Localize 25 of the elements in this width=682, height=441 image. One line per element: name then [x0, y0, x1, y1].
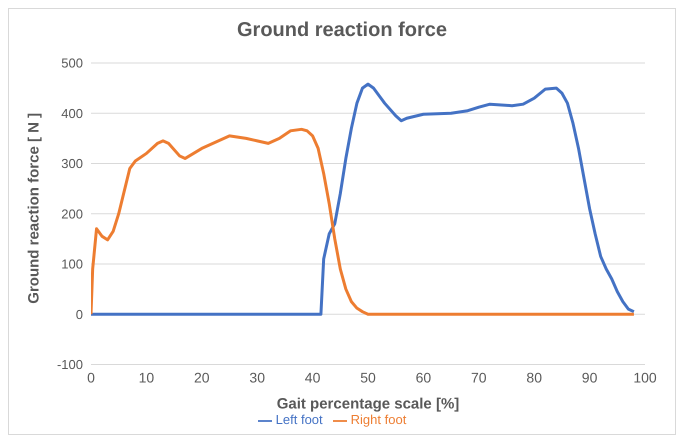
x-tick-label: 0 — [87, 369, 96, 386]
y-tick-label: 300 — [61, 156, 83, 172]
y-tick-label: 0 — [76, 306, 83, 322]
y-tick-label: 100 — [61, 256, 83, 272]
line-series — [91, 128, 636, 316]
x-tick-label: 20 — [194, 369, 210, 386]
legend-label: Right foot — [350, 412, 406, 428]
x-axis-title: Gait percentage scale [%] — [276, 395, 460, 412]
x-tick-label: 70 — [471, 369, 487, 386]
y-tick-label: 200 — [61, 206, 83, 222]
y-tick-label: -100 — [56, 357, 83, 372]
x-tick-label: 90 — [582, 369, 598, 386]
chart-title: Ground reaction force — [236, 18, 448, 43]
x-tick-label: 40 — [304, 369, 321, 386]
line-series — [91, 82, 636, 316]
y-axis-title: Ground reaction force [ N ] — [25, 112, 42, 304]
legend-label: Left foot — [276, 412, 323, 428]
y-tick-label: 400 — [61, 106, 83, 121]
x-tick-label: 50 — [360, 369, 376, 386]
x-tick-label: 30 — [249, 369, 266, 386]
x-tick-label: 80 — [526, 369, 542, 386]
y-tick-label: 500 — [61, 56, 83, 71]
x-tick-label: 100 — [633, 369, 657, 386]
x-tick-label: 10 — [138, 369, 154, 386]
x-tick-label: 60 — [416, 369, 432, 386]
